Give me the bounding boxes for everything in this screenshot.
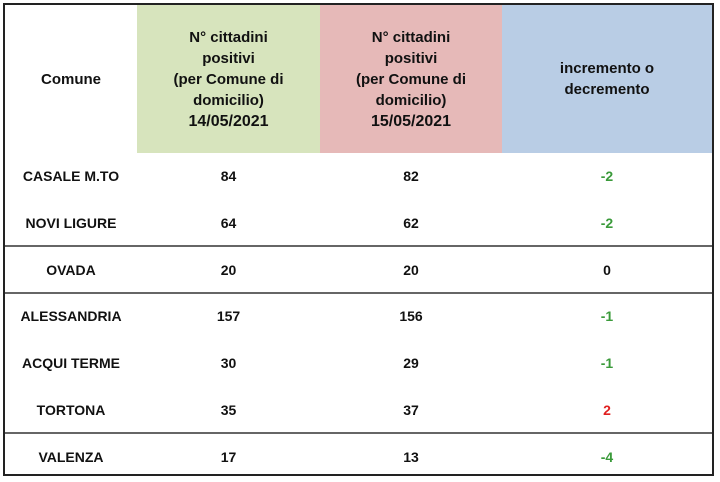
- cell-value: 84: [220, 168, 237, 185]
- header-line: 14/05/2021: [188, 112, 269, 130]
- cell-value: -2: [600, 215, 614, 232]
- cell-value: 37: [403, 401, 419, 418]
- header-line: domicilio): [193, 91, 264, 109]
- row-label: OVADA: [46, 261, 96, 278]
- cell-value: -1: [600, 308, 614, 325]
- cell-value: 30: [220, 355, 237, 372]
- header-line: domicilio): [375, 91, 447, 109]
- row-label: VALENZA: [38, 448, 104, 465]
- cell-value: 0: [603, 261, 611, 278]
- header-line: decremento: [564, 81, 650, 98]
- group-separator: [5, 292, 712, 295]
- header-line: incremento o: [559, 60, 655, 77]
- header-line: (per Comune di: [355, 70, 466, 88]
- cell-value: 157: [216, 308, 241, 325]
- cell-value: 13: [403, 448, 419, 465]
- row-label: TORTONA: [36, 401, 106, 418]
- group-separator: [5, 245, 712, 248]
- cell-value: 2: [603, 401, 611, 418]
- group-separator: [5, 432, 712, 435]
- header-line: 15/05/2021: [370, 112, 452, 130]
- row-label: NOVI LIGURE: [25, 215, 117, 232]
- header-cell: incremento o decremento: [502, 5, 712, 153]
- header-line: N° cittadini: [371, 28, 451, 46]
- cell-value: -1: [600, 355, 614, 372]
- header-line: positivi: [384, 49, 438, 67]
- cell-value: -4: [600, 448, 614, 465]
- cell-value: 82: [403, 168, 419, 185]
- header-cell: N° cittadini positivi (per Comune di domici…: [320, 5, 502, 153]
- cell-value: 29: [403, 355, 419, 372]
- header-line: Comune: [41, 70, 101, 88]
- table: Comune N° cittadini positivi (per Comune di…: [3, 3, 714, 476]
- cell-value: 17: [220, 448, 237, 465]
- row-label: ALESSANDRIA: [20, 308, 122, 325]
- header-cell: Comune: [5, 5, 137, 153]
- row-label: ACQUI TERME: [22, 355, 120, 372]
- row-label: CASALE M.TO: [22, 168, 120, 185]
- header-line: positivi: [202, 49, 255, 67]
- cell-value: 156: [399, 308, 423, 325]
- header-line: N° cittadini: [189, 28, 268, 46]
- cell-value: 62: [403, 215, 419, 232]
- cell-value: 20: [403, 261, 419, 278]
- header-cell: N° cittadini positivi (per Comune di domici…: [137, 5, 320, 153]
- cell-value: 35: [220, 401, 237, 418]
- cell-value: -2: [600, 168, 614, 185]
- cell-value: 64: [220, 215, 237, 232]
- cell-value: 20: [220, 261, 237, 278]
- header-line: (per Comune di: [173, 70, 284, 88]
